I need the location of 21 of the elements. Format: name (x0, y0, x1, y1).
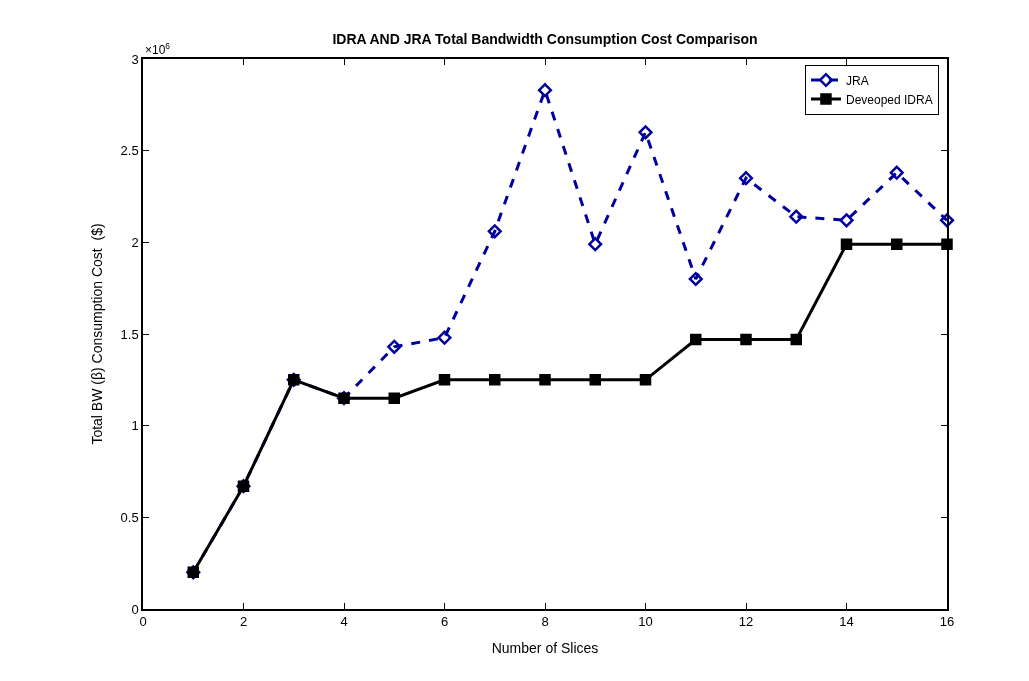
legend-label: JRA (845, 73, 869, 88)
legend-label: Deveoped IDRA (845, 92, 933, 107)
x-axis-title: Number of Slices (491, 640, 599, 657)
x-tick-label: 10 (638, 614, 653, 630)
x-tick-label: 14 (839, 614, 854, 630)
x-tick-label: 6 (440, 614, 449, 630)
text: ×10$^{6}$ (145, 41, 171, 58)
x-tick-label: 4 (340, 614, 348, 630)
x-tick-label: 12 (738, 614, 754, 630)
y-tick-label: 2 (131, 234, 139, 250)
y-tick-label: 0.5 (120, 509, 139, 525)
y-tick-label: 2.5 (120, 143, 139, 159)
y-tick-label: 0 (131, 601, 139, 617)
y-tick-label: 3 (131, 51, 139, 67)
y-tick-label: 1 (131, 418, 139, 434)
x-tick-label: 8 (541, 614, 549, 630)
y-axis-title: Total BW (β) Consumption Cost ($) (88, 223, 105, 445)
x-tick-label: 16 (939, 614, 955, 630)
x-tick-label: 2 (239, 614, 248, 630)
chart-title: IDRA AND JRA Total Bandwidth Consumption Cost Comparison (332, 31, 758, 47)
y-tick-label: 1.5 (120, 326, 139, 342)
